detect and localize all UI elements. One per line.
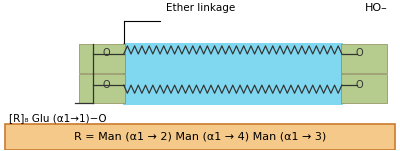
Text: O: O bbox=[355, 80, 363, 90]
Text: HO–: HO– bbox=[365, 3, 388, 13]
FancyBboxPatch shape bbox=[341, 74, 387, 103]
FancyBboxPatch shape bbox=[5, 124, 395, 150]
Text: [R]₈ Glu (α1→1)−O: [R]₈ Glu (α1→1)−O bbox=[9, 113, 107, 123]
FancyBboxPatch shape bbox=[122, 43, 343, 105]
Text: O: O bbox=[103, 48, 110, 58]
FancyBboxPatch shape bbox=[341, 44, 387, 73]
FancyBboxPatch shape bbox=[79, 74, 124, 103]
Text: R = Man (α1 → 2) Man (α1 → 4) Man (α1 → 3): R = Man (α1 → 2) Man (α1 → 4) Man (α1 → … bbox=[74, 132, 326, 142]
Text: O: O bbox=[355, 48, 363, 58]
Text: Ether linkage: Ether linkage bbox=[166, 3, 236, 13]
Text: O: O bbox=[103, 80, 110, 90]
FancyBboxPatch shape bbox=[79, 44, 124, 73]
